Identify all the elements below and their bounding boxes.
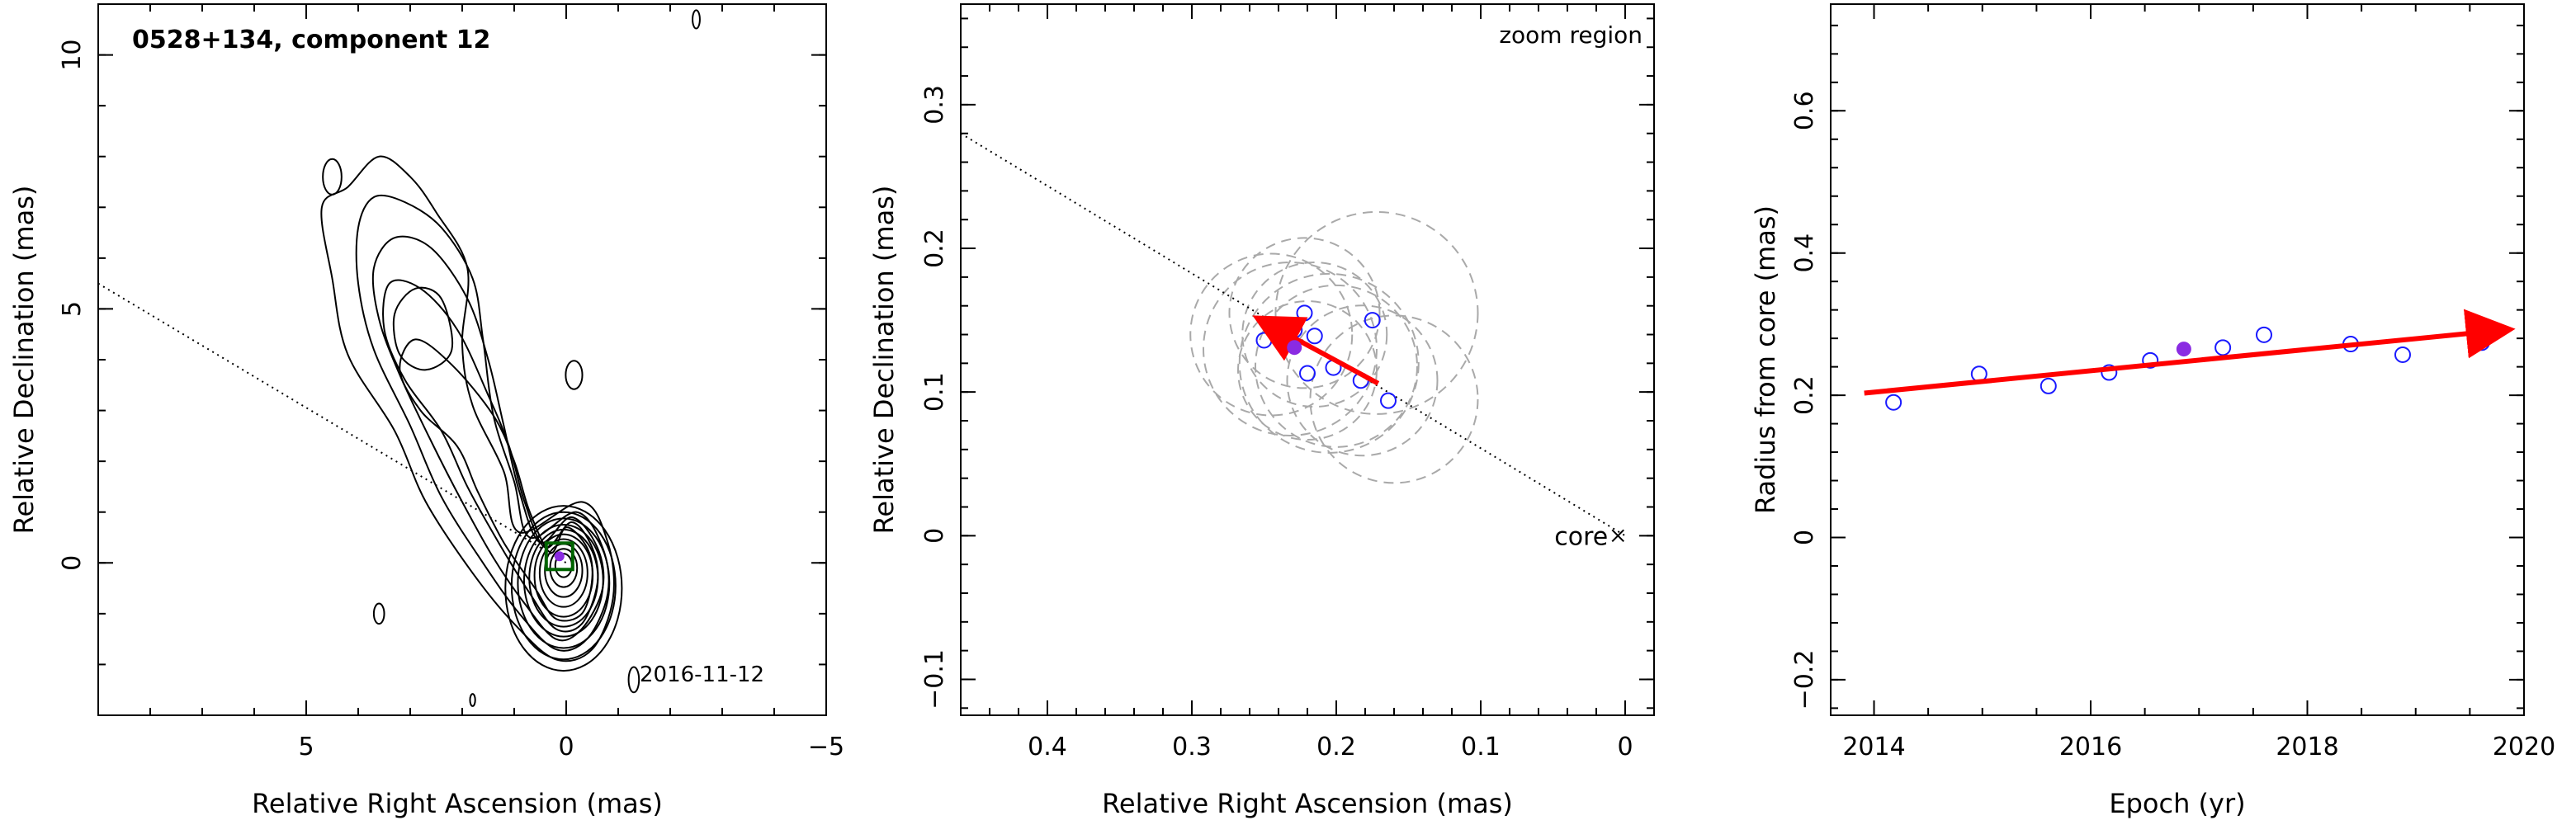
uncertainty-circle bbox=[1203, 261, 1378, 436]
axis-ticks: 0.4 0.3 0.2 0.1 0 −0.1 0 0.1 0.2 0.3 bbox=[920, 4, 1654, 761]
y-tick-label: 0 bbox=[1790, 530, 1819, 545]
contour-line bbox=[528, 528, 599, 628]
data-point bbox=[2473, 334, 2490, 351]
contour-line bbox=[382, 279, 599, 633]
data-point bbox=[1885, 394, 1902, 411]
y-tick-label: 0 bbox=[58, 555, 87, 571]
x-tick-label: 2018 bbox=[2276, 733, 2338, 761]
uncertainty-circle bbox=[1241, 262, 1388, 408]
contour-line bbox=[504, 505, 623, 672]
contour-line bbox=[355, 194, 610, 652]
panel-radius-epoch: 2014 2016 2018 2020 −0.2 0 0.2 0.4 0.6 Epoch (yr… bbox=[1750, 3, 2555, 819]
highlighted-point bbox=[2176, 342, 2191, 357]
y-tick-label: 0.4 bbox=[1790, 233, 1819, 273]
uncertainty-circle bbox=[1189, 252, 1354, 417]
plot-frame bbox=[1830, 3, 2525, 716]
core-label: core bbox=[1554, 522, 1608, 551]
y-tick-label: 0.1 bbox=[920, 372, 949, 412]
x-axis-label: Relative Right Ascension (mas) bbox=[252, 788, 663, 819]
contour-line bbox=[399, 338, 593, 622]
uncertainty-circle bbox=[1255, 284, 1418, 448]
contour-line bbox=[320, 155, 615, 662]
epoch-label: 2016-11-12 bbox=[640, 662, 764, 687]
x-tick-label: 0.1 bbox=[1461, 733, 1501, 761]
motion-arrow bbox=[1252, 315, 1380, 386]
data-point bbox=[2214, 339, 2232, 356]
y-tick-label: 10 bbox=[58, 39, 87, 70]
y-tick-label: 5 bbox=[58, 301, 87, 317]
plot-frame bbox=[960, 3, 1655, 716]
fit-arrow bbox=[1864, 309, 2516, 396]
y-tick-label: −0.1 bbox=[920, 649, 949, 710]
panel-zoom-region: 0.4 0.3 0.2 0.1 0−0.100.10.20.3 zoom region … bbox=[868, 3, 1655, 819]
contour-lines bbox=[320, 9, 701, 707]
data-point bbox=[2101, 364, 2118, 381]
contour-line bbox=[565, 360, 584, 390]
y-tick-label: 0.3 bbox=[920, 85, 949, 125]
highlighted-point bbox=[1287, 340, 1302, 356]
data-point bbox=[1380, 392, 1397, 409]
contour-line bbox=[371, 235, 605, 642]
axis-ticks: 2014 2016 2018 2020 −0.2 0 0.2 0.4 0.6 bbox=[1790, 4, 2555, 761]
x-tick-label: −5 bbox=[808, 733, 844, 761]
x-axis-label: Relative Right Ascension (mas) bbox=[1102, 788, 1513, 819]
x-tick-label: 0.3 bbox=[1172, 733, 1212, 761]
data-point bbox=[2256, 326, 2272, 343]
data-point bbox=[1306, 328, 1323, 345]
y-tick-label: 0.6 bbox=[1790, 91, 1819, 130]
x-tick-label: 0.4 bbox=[1028, 733, 1067, 761]
y-tick-label: 0.2 bbox=[1790, 375, 1819, 415]
component-box bbox=[544, 541, 574, 572]
contour-line bbox=[692, 9, 701, 30]
data-point bbox=[1255, 332, 1273, 349]
zoom-annotation: zoom region bbox=[1499, 21, 1642, 49]
data-point bbox=[1296, 304, 1313, 322]
y-axis-label: Radius from core (mas) bbox=[1750, 205, 1781, 514]
data-point bbox=[2142, 351, 2159, 369]
uncertainty-circle bbox=[1238, 272, 1420, 454]
contour-line bbox=[469, 693, 476, 707]
contour-line bbox=[533, 533, 594, 618]
uncertainty-circle bbox=[1309, 314, 1479, 484]
chart-title: 0528+134, component 12 bbox=[132, 26, 490, 54]
uncertainty-circle bbox=[1274, 210, 1479, 415]
y-tick-label: 0.2 bbox=[920, 229, 949, 268]
plot-frame bbox=[97, 3, 827, 716]
uncertainty-circle bbox=[1286, 304, 1439, 457]
x-axis-label: Epoch (yr) bbox=[2109, 788, 2245, 819]
contour-line bbox=[522, 523, 604, 638]
data-point bbox=[1364, 312, 1381, 329]
core-marker bbox=[1611, 529, 1624, 543]
contour-line bbox=[510, 511, 617, 661]
core-x-stroke bbox=[1611, 529, 1624, 543]
component-marker bbox=[554, 551, 565, 562]
trajectory-line bbox=[98, 282, 567, 564]
x-tick-label: 2016 bbox=[2059, 733, 2122, 761]
data-point bbox=[2040, 377, 2057, 394]
uncertainty-circle bbox=[1237, 300, 1378, 441]
contour-line bbox=[392, 286, 454, 371]
y-tick-label: 0 bbox=[920, 528, 949, 544]
y-tick-label: −0.2 bbox=[1790, 649, 1819, 710]
contour-line bbox=[627, 666, 640, 694]
x-tick-label: 2014 bbox=[1842, 733, 1905, 761]
y-axis-label: Relative Declination (mas) bbox=[868, 186, 900, 535]
contour-line bbox=[538, 538, 588, 608]
axis-ticks: 5 0 −5 0 5 10 bbox=[58, 3, 844, 761]
uncertainty-circle bbox=[1228, 237, 1381, 389]
contour-line bbox=[372, 602, 385, 625]
uncertainty-circles bbox=[1189, 210, 1479, 484]
x-tick-label: 0 bbox=[558, 733, 574, 761]
panel-contour-map: 5 0 −5 0 5 10 0528+134, component 12 2016-11-… bbox=[8, 3, 844, 819]
contour-line bbox=[517, 517, 611, 649]
x-tick-label: 5 bbox=[298, 733, 314, 761]
y-axis-label: Relative Declination (mas) bbox=[8, 186, 40, 535]
data-point bbox=[2394, 346, 2411, 363]
data-point bbox=[1299, 365, 1316, 382]
x-tick-label: 0.2 bbox=[1316, 733, 1356, 761]
x-tick-label: 2020 bbox=[2493, 733, 2555, 761]
x-tick-label: 0 bbox=[1617, 733, 1633, 761]
contour-line bbox=[322, 158, 343, 196]
